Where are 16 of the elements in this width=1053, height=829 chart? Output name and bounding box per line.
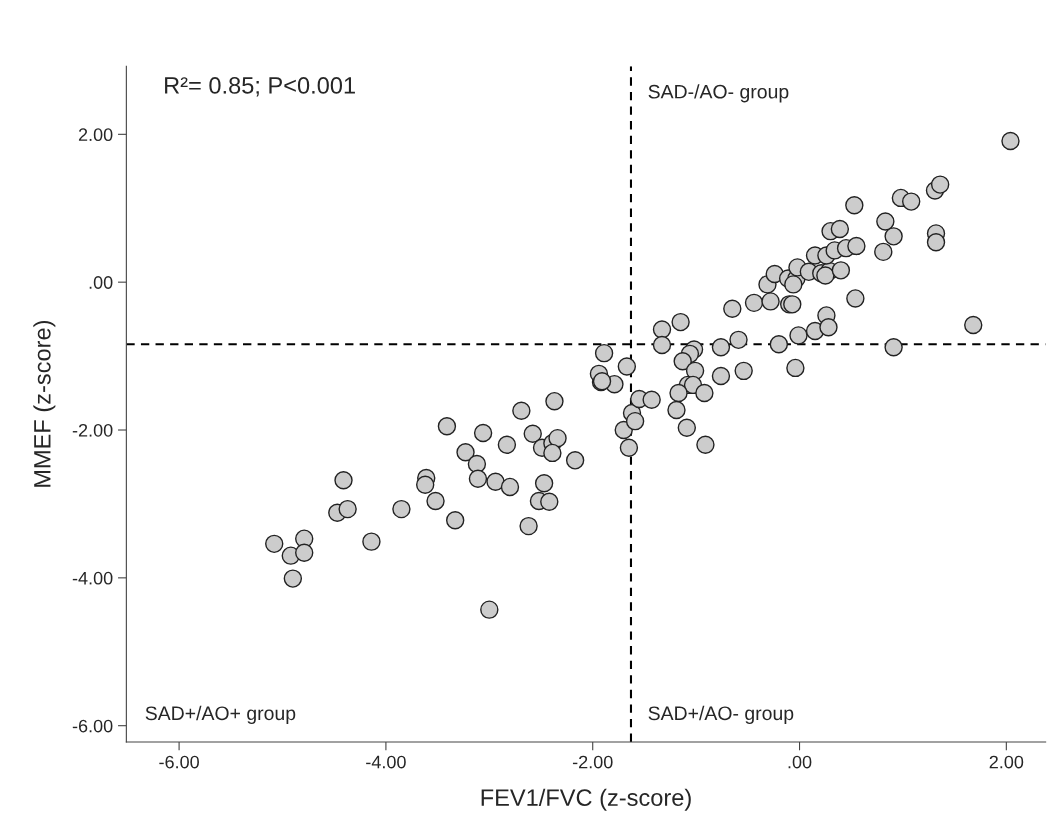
y-tick-label: .00 xyxy=(89,276,113,289)
y-tick-label: -2.00 xyxy=(72,423,113,437)
annotation: SAD+/AO+ group xyxy=(145,705,296,724)
y-axis-title: MMEF (z-score) xyxy=(33,321,56,487)
y-tick-label: -4.00 xyxy=(72,571,113,585)
x-tick-label: -6.00 xyxy=(159,755,199,769)
x-tick-label: .00 xyxy=(788,755,812,769)
x-axis-title: FEV1/FVC (z-score) xyxy=(481,788,691,811)
y-tick-label: -6.00 xyxy=(72,719,113,733)
x-tick-label: -2.00 xyxy=(572,755,613,769)
annotation: R²= 0.85; P<0.001 xyxy=(165,77,355,97)
x-tick-label: -4.00 xyxy=(366,755,406,769)
x-tick-label: 2.00 xyxy=(989,755,1024,769)
annotation: SAD-/AO- group xyxy=(648,84,789,103)
y-tick-label: 2.00 xyxy=(78,128,113,142)
annotation: SAD+/AO- group xyxy=(648,705,794,724)
